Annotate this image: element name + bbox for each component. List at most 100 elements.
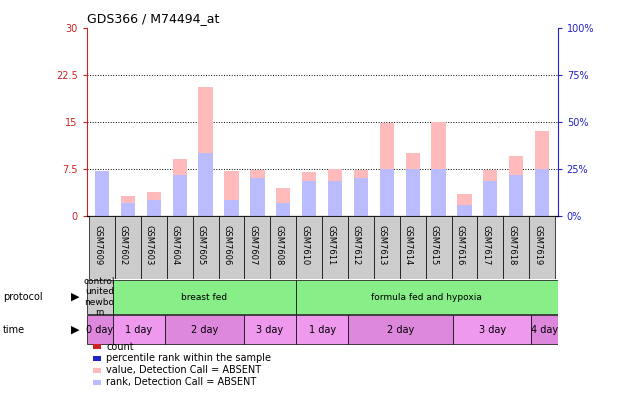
Bar bbox=[219, 216, 244, 279]
Bar bbox=[147, 192, 161, 216]
Bar bbox=[348, 216, 374, 279]
Bar bbox=[509, 175, 523, 216]
Text: GSM7611: GSM7611 bbox=[326, 225, 335, 266]
Text: GSM7617: GSM7617 bbox=[481, 225, 490, 266]
Bar bbox=[328, 169, 342, 216]
Bar bbox=[172, 159, 187, 216]
Bar bbox=[276, 203, 290, 216]
Text: GSM7614: GSM7614 bbox=[404, 225, 413, 266]
Bar bbox=[121, 203, 135, 216]
Bar bbox=[244, 315, 296, 344]
Text: GSM7618: GSM7618 bbox=[507, 225, 516, 266]
Text: GSM7603: GSM7603 bbox=[145, 225, 154, 266]
Text: rank, Detection Call = ABSENT: rank, Detection Call = ABSENT bbox=[106, 377, 256, 387]
Bar bbox=[250, 170, 265, 216]
Text: 1 day: 1 day bbox=[308, 325, 336, 335]
Text: 4 day: 4 day bbox=[531, 325, 558, 335]
Text: GSM7608: GSM7608 bbox=[274, 225, 283, 266]
Bar bbox=[529, 216, 555, 279]
Text: GSM7612: GSM7612 bbox=[352, 225, 361, 266]
Text: GSM7604: GSM7604 bbox=[171, 225, 179, 266]
Bar bbox=[172, 175, 187, 216]
Bar bbox=[451, 216, 478, 279]
Bar bbox=[426, 216, 451, 279]
Bar bbox=[147, 200, 161, 216]
Bar bbox=[193, 216, 219, 279]
Bar bbox=[348, 315, 453, 344]
Bar bbox=[199, 87, 213, 216]
Bar bbox=[87, 315, 113, 344]
Bar bbox=[113, 315, 165, 344]
Bar bbox=[431, 169, 445, 216]
Bar bbox=[89, 216, 115, 279]
Bar bbox=[483, 181, 497, 216]
Bar bbox=[87, 280, 113, 314]
Bar bbox=[328, 181, 342, 216]
Text: 1 day: 1 day bbox=[126, 325, 153, 335]
Bar bbox=[250, 178, 265, 216]
Text: GSM7602: GSM7602 bbox=[119, 225, 128, 266]
Bar bbox=[121, 196, 135, 216]
Text: breast fed: breast fed bbox=[181, 293, 228, 301]
Bar bbox=[531, 315, 558, 344]
Bar bbox=[483, 170, 497, 216]
Bar bbox=[296, 315, 348, 344]
Bar bbox=[478, 216, 503, 279]
Bar bbox=[224, 171, 238, 216]
Bar bbox=[167, 216, 193, 279]
Text: GDS366 / M74494_at: GDS366 / M74494_at bbox=[87, 12, 219, 25]
Text: 2 day: 2 day bbox=[190, 325, 218, 335]
Bar bbox=[141, 216, 167, 279]
Bar bbox=[199, 153, 213, 216]
Bar bbox=[374, 216, 400, 279]
Bar bbox=[379, 169, 394, 216]
Text: GSM7616: GSM7616 bbox=[456, 225, 465, 266]
Bar bbox=[535, 131, 549, 216]
Text: GSM7609: GSM7609 bbox=[93, 225, 102, 266]
Text: GSM7615: GSM7615 bbox=[429, 225, 438, 266]
Bar bbox=[302, 172, 316, 216]
Text: GSM7606: GSM7606 bbox=[222, 225, 231, 266]
Bar bbox=[165, 315, 244, 344]
Bar bbox=[406, 153, 420, 216]
Text: 0 day: 0 day bbox=[86, 325, 113, 335]
Bar bbox=[322, 216, 348, 279]
Text: formula fed and hypoxia: formula fed and hypoxia bbox=[371, 293, 482, 301]
Bar bbox=[113, 280, 296, 314]
Text: GSM7613: GSM7613 bbox=[378, 225, 387, 266]
Bar bbox=[115, 216, 141, 279]
Bar bbox=[509, 156, 523, 216]
Bar bbox=[95, 171, 109, 216]
Bar bbox=[535, 169, 549, 216]
Bar bbox=[354, 178, 368, 216]
Text: value, Detection Call = ABSENT: value, Detection Call = ABSENT bbox=[106, 365, 262, 375]
Bar bbox=[406, 169, 420, 216]
Bar bbox=[224, 200, 238, 216]
Bar bbox=[354, 170, 368, 216]
Bar bbox=[271, 216, 296, 279]
Bar bbox=[379, 123, 394, 216]
Text: ▶: ▶ bbox=[71, 325, 79, 335]
Text: 3 day: 3 day bbox=[256, 325, 283, 335]
Bar bbox=[400, 216, 426, 279]
Text: ▶: ▶ bbox=[71, 292, 79, 302]
Text: GSM7605: GSM7605 bbox=[197, 225, 206, 266]
Text: GSM7610: GSM7610 bbox=[300, 225, 309, 266]
Bar bbox=[296, 216, 322, 279]
Text: count: count bbox=[106, 341, 134, 352]
Bar bbox=[95, 171, 109, 216]
Text: 2 day: 2 day bbox=[387, 325, 414, 335]
Text: GSM7619: GSM7619 bbox=[533, 225, 542, 266]
Bar bbox=[296, 280, 558, 314]
Text: GSM7607: GSM7607 bbox=[248, 225, 258, 266]
Bar bbox=[458, 204, 472, 216]
Bar bbox=[276, 188, 290, 216]
Bar bbox=[431, 122, 445, 216]
Bar bbox=[458, 194, 472, 216]
Text: time: time bbox=[3, 325, 26, 335]
Text: control
united
newbo
rn: control united newbo rn bbox=[84, 277, 115, 317]
Bar bbox=[503, 216, 529, 279]
Bar bbox=[244, 216, 271, 279]
Text: protocol: protocol bbox=[3, 292, 43, 302]
Bar bbox=[453, 315, 531, 344]
